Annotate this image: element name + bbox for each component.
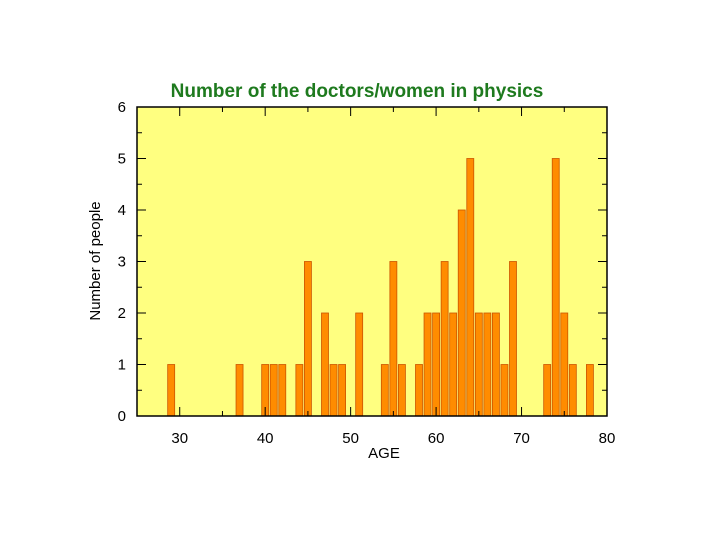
bar-age-63: [457, 209, 466, 417]
x-tick-label-70: 70: [513, 430, 530, 447]
bar-age-51: [355, 312, 364, 417]
bar-age-56: [398, 364, 406, 417]
bar-age-68: [500, 364, 509, 417]
y-tick-label-3: 3: [118, 254, 126, 271]
y-tick-label-5: 5: [118, 151, 126, 168]
y-tick-label-6: 6: [118, 99, 126, 116]
bar-age-64: [466, 158, 475, 417]
bar-age-44: [295, 364, 304, 417]
bar-age-66: [483, 312, 492, 417]
bar-age-37: [235, 364, 244, 417]
y-tick-labels: 0 1 2 3 4 5 6: [118, 99, 126, 425]
bar-age-73: [543, 364, 552, 417]
bar-age-29: [167, 364, 176, 417]
plot-area: [137, 107, 607, 416]
bar-age-59: [423, 312, 432, 417]
bar-age-76: [568, 364, 577, 417]
bar-age-75: [560, 312, 569, 417]
bar-age-47: [321, 312, 329, 417]
x-tick-label-80: 80: [599, 430, 616, 447]
bar-age-42: [278, 364, 287, 417]
bar-age-61: [440, 261, 449, 417]
bar-age-58: [415, 364, 423, 417]
x-tick-label-40: 40: [257, 430, 274, 447]
bar-age-60: [432, 312, 440, 417]
x-axis-label: AGE: [368, 445, 400, 462]
bar-age-69: [509, 261, 517, 417]
x-tick-label-50: 50: [342, 430, 359, 447]
y-tick-label-2: 2: [118, 305, 126, 322]
bar-age-74: [551, 158, 560, 417]
x-tick-label-30: 30: [171, 430, 188, 447]
bar-age-78: [586, 364, 594, 417]
bars-group: [167, 158, 594, 417]
chart-title: Number of the doctors/women in physics: [171, 81, 544, 102]
bar-age-55: [389, 261, 398, 417]
bar-age-41: [269, 364, 278, 417]
x-tick-label-60: 60: [428, 430, 445, 447]
bar-age-62: [449, 312, 458, 417]
y-tick-label-4: 4: [118, 202, 126, 219]
x-tick-labels: 30 40 50 60 70 80: [171, 430, 615, 447]
bar-age-48: [329, 364, 338, 417]
bar-age-54: [380, 364, 389, 417]
plot-frame: [136, 106, 608, 417]
bar-age-65: [474, 312, 483, 417]
y-tick-label-1: 1: [118, 357, 126, 374]
bar-age-45: [304, 261, 312, 417]
y-axis-label: Number of people: [87, 201, 104, 320]
y-tick-label-0: 0: [118, 408, 126, 425]
bar-age-67: [492, 312, 500, 417]
bar-age-49: [338, 364, 346, 417]
